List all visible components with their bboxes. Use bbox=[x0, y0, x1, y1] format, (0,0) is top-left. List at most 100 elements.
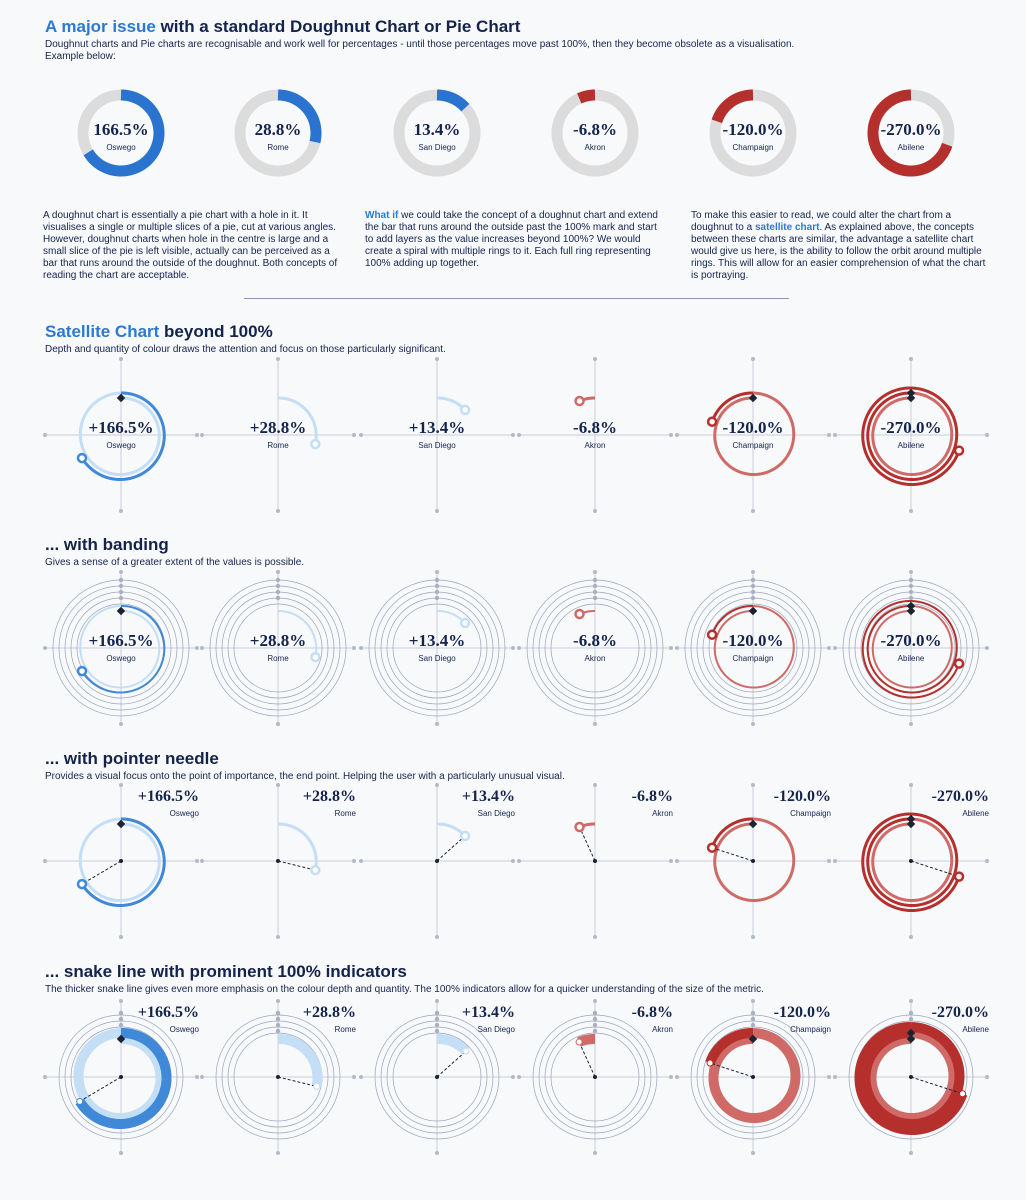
section5-subtitle: The thicker snake line gives even more e… bbox=[45, 984, 764, 995]
doughnut-akron: -6.8% Akron bbox=[551, 89, 639, 177]
doughnut-san-diego-value-label: 13.4% bbox=[414, 120, 461, 139]
banded-san-diego-band-marker-1 bbox=[434, 589, 440, 595]
satellite-champaign-category-label: Champaign bbox=[733, 441, 774, 450]
banded-akron-band-marker-0 bbox=[592, 595, 598, 601]
satellite-champaign-axis-end-0 bbox=[675, 433, 679, 437]
doughnut-rome: 28.8% Rome bbox=[234, 89, 322, 177]
banded-oswego-category-label: Oswego bbox=[106, 654, 136, 663]
satellite-champaign-axis-end-2 bbox=[751, 357, 755, 361]
needle-oswego-category-label: Oswego bbox=[170, 809, 200, 818]
snake-champaign-needle-hub bbox=[751, 1075, 755, 1079]
snake-abilene-spiral-ring-0 bbox=[866, 1028, 959, 1124]
satellite-oswego-end-marker bbox=[76, 452, 88, 464]
snake-rome-band-marker-0 bbox=[275, 1028, 281, 1034]
banded-champaign-axis-end-3 bbox=[751, 722, 755, 726]
needle-champaign-axis-end-3 bbox=[751, 935, 755, 939]
snake-abilene-end-marker bbox=[959, 1090, 967, 1098]
satellite-champaign-spiral-ring-1 bbox=[710, 391, 754, 423]
satellite-champaign-start-diamond bbox=[748, 393, 758, 403]
section5-header: ... snake line with prominent 100% indic… bbox=[45, 962, 764, 996]
banded-rome-band-marker-0 bbox=[275, 595, 281, 601]
banded-abilene-category-label: Abilene bbox=[898, 654, 925, 663]
snake-san-diego-axis-end-1 bbox=[511, 1075, 515, 1079]
satellite-abilene-category-label: Abilene bbox=[898, 441, 925, 450]
banded-san-diego-band-marker-2 bbox=[434, 583, 440, 589]
satellite-charts-panel: +166.5% Oswego +28.8% Rome +13.4% San Diego -6… bbox=[43, 357, 989, 513]
banded-rome-axis-end-1 bbox=[352, 646, 356, 650]
section1-subtitle-line2: Example below: bbox=[45, 51, 116, 62]
banded-champaign-axis-end-0 bbox=[675, 646, 679, 650]
satellite-san-diego-spiral-ring-0 bbox=[436, 396, 467, 411]
banded-oswego-start-diamond bbox=[116, 606, 126, 616]
banded-champaign-band-marker-0 bbox=[750, 595, 756, 601]
banded-abilene-band-marker-2 bbox=[908, 583, 914, 589]
banded-abilene-band-marker-1 bbox=[908, 589, 914, 595]
banded-akron-axis-end-2 bbox=[593, 570, 597, 574]
satellite-san-diego-axis-end-0 bbox=[359, 433, 363, 437]
banded-champaign-value-label: -120.0% bbox=[723, 631, 784, 650]
snake-rome-band-marker-2 bbox=[275, 1016, 281, 1022]
satellite-rome-axis-end-2 bbox=[276, 357, 280, 361]
snake-abilene-band-marker-2 bbox=[908, 1016, 914, 1022]
paragraph-what-if-highlight: What if bbox=[365, 210, 399, 221]
snake-akron-needle bbox=[578, 1041, 596, 1078]
banded-san-diego-axis-end-2 bbox=[435, 570, 439, 574]
section3-title: ... with banding bbox=[45, 535, 169, 554]
banded-akron-axis-end-1 bbox=[669, 646, 673, 650]
banded-rome-spiral-ring-0 bbox=[277, 610, 318, 658]
needle-abilene-needle bbox=[910, 860, 960, 878]
needle-akron-needle-hub bbox=[593, 859, 597, 863]
needle-akron-axis-end-1 bbox=[669, 859, 673, 863]
snake-champaign-axis-end-3 bbox=[751, 1151, 755, 1155]
banded-champaign-band-marker-3 bbox=[750, 577, 756, 583]
snake-akron-category-label: Akron bbox=[652, 1025, 673, 1034]
satellite-abilene-spiral-ring-0 bbox=[871, 391, 954, 477]
satellite-champaign-axis-end-3 bbox=[751, 509, 755, 513]
doughnut-akron-value-label: -6.8% bbox=[573, 120, 617, 139]
snake-rome-needle-hub bbox=[276, 1075, 280, 1079]
needle-san-diego-needle-hub bbox=[435, 859, 439, 863]
section1-subtitle: Doughnut charts and Pie charts are recog… bbox=[45, 39, 794, 63]
banded-akron-category-label: Akron bbox=[585, 654, 606, 663]
banded-san-diego-band-marker-3 bbox=[434, 577, 440, 583]
needle-oswego-axis-end-3 bbox=[119, 935, 123, 939]
banded-champaign-band-marker-1 bbox=[750, 589, 756, 595]
snake-akron-band-marker-3 bbox=[592, 1010, 598, 1016]
snake-champaign-needle bbox=[709, 1062, 754, 1078]
satellite-oswego: +166.5% Oswego bbox=[43, 357, 199, 513]
banded-abilene-axis-end-0 bbox=[833, 646, 837, 650]
needle-champaign-value-label: -120.0% bbox=[774, 788, 831, 805]
needle-abilene-spiral-ring-1 bbox=[866, 812, 959, 908]
banded-akron-end-marker bbox=[574, 608, 585, 620]
section1-title-rest: with a standard Doughnut Chart or Pie Ch… bbox=[155, 17, 521, 36]
snake-san-diego-axis-end-2 bbox=[435, 999, 439, 1003]
snake-oswego-category-label: Oswego bbox=[170, 1025, 200, 1034]
banded-san-diego-category-label: San Diego bbox=[418, 654, 456, 663]
snake-oswego-needle bbox=[79, 1076, 122, 1102]
snake-rome-band-marker-1 bbox=[275, 1022, 281, 1028]
snake-rome-spiral-ring-0 bbox=[278, 1034, 323, 1088]
needle-charts-panel: +166.5%Oswego+28.8%Rome+13.4%San Diego-6… bbox=[43, 783, 990, 939]
doughnut-abilene-category-label: Abilene bbox=[898, 143, 925, 152]
snake-abilene-spiral-ring-1 bbox=[860, 1022, 965, 1130]
snake-akron-end-marker bbox=[575, 1038, 583, 1046]
banded-champaign: -120.0% Champaign bbox=[675, 570, 831, 726]
section4-title: ... with pointer needle bbox=[45, 749, 219, 768]
banded-oswego-spiral-ring-0 bbox=[79, 605, 161, 689]
banded-abilene-ring-diamond bbox=[906, 601, 916, 611]
banded-charts-panel: +166.5% Oswego +28.8% Rome +13.4% San Diego -6… bbox=[43, 570, 989, 726]
doughnut-abilene: -270.0% Abilene bbox=[867, 89, 955, 177]
satellite-oswego-axis-end-2 bbox=[119, 357, 123, 361]
section2-title-accent: Satellite Chart bbox=[45, 322, 160, 341]
snake-abilene-axis-end-2 bbox=[909, 999, 913, 1003]
doughnut-rome-category-label: Rome bbox=[267, 143, 289, 152]
needle-champaign-spiral-ring-0 bbox=[713, 817, 796, 903]
snake-rome-axis-end-0 bbox=[200, 1075, 204, 1079]
section4-header: ... with pointer needle Provides a visua… bbox=[45, 749, 565, 783]
satellite-san-diego-end-marker bbox=[459, 404, 471, 416]
banded-abilene-value-label: -270.0% bbox=[881, 631, 942, 650]
banded-champaign-spiral-ring-1 bbox=[711, 605, 754, 636]
satellite-abilene-spiral-ring-1 bbox=[866, 386, 959, 482]
snake-san-diego-band-marker-3 bbox=[434, 1010, 440, 1016]
snake-san-diego-axis-end-3 bbox=[435, 1151, 439, 1155]
